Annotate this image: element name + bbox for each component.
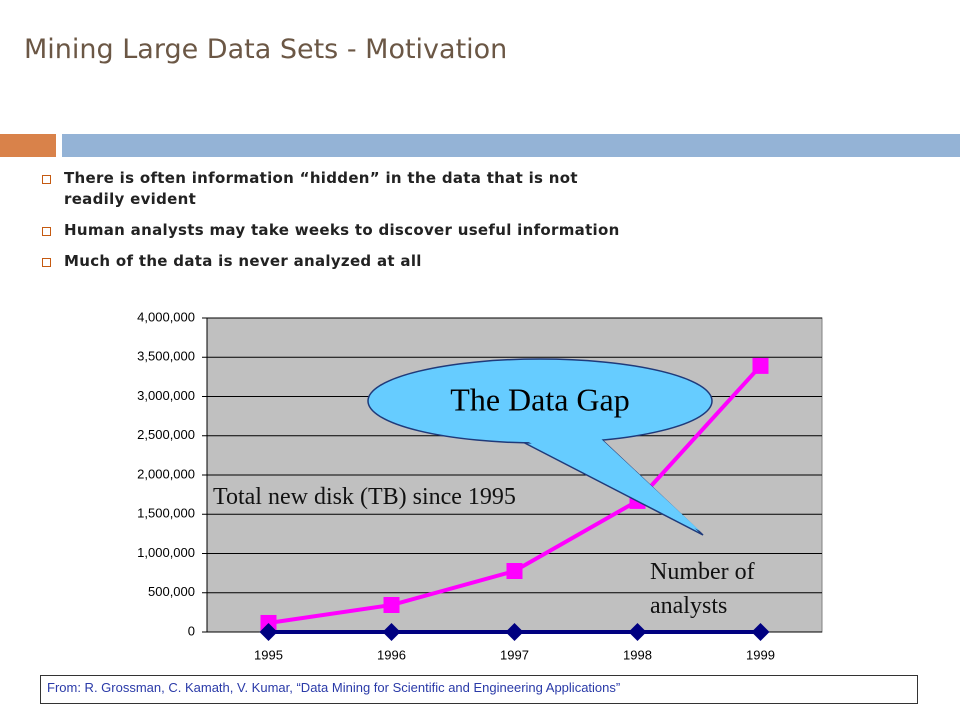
callout-text: The Data Gap: [450, 381, 629, 417]
marker: [260, 614, 277, 631]
accent-bar: [0, 134, 56, 157]
marker: [383, 596, 400, 613]
bullet-list: There is often information “hidden” in t…: [40, 168, 714, 282]
y-tick-label: 1,000,000: [137, 545, 195, 560]
bullet: Human analysts may take weeks to discove…: [40, 220, 714, 241]
y-tick-label: 4,000,000: [137, 309, 195, 324]
y-tick-label: 0: [188, 623, 195, 638]
x-tick-label: 1995: [254, 647, 283, 662]
x-tick-label: 1996: [377, 647, 406, 662]
y-tick-label: 2,500,000: [137, 427, 195, 442]
x-tick-label: 1997: [500, 647, 529, 662]
y-tick-label: 1,500,000: [137, 506, 195, 521]
marker: [751, 623, 770, 641]
x-tick-label: 1999: [746, 647, 775, 662]
y-tick-label: 500,000: [148, 584, 195, 599]
bullet: There is often information “hidden” in t…: [40, 168, 604, 210]
series-label: Number of analysts: [650, 559, 755, 619]
y-tick-label: 3,000,000: [137, 388, 195, 403]
y-tick-label: 2,000,000: [137, 466, 195, 481]
marker: [628, 623, 647, 641]
series-label: Total new disk (TB) since 1995: [213, 484, 516, 510]
source-note: From: R. Grossman, C. Kamath, V. Kumar, …: [40, 675, 918, 704]
y-tick-label: 3,500,000: [137, 349, 195, 364]
marker: [259, 623, 278, 641]
marker: [382, 623, 401, 641]
bullet: Much of the data is never analyzed at al…: [40, 251, 714, 272]
marker: [506, 563, 523, 580]
header-bar: [62, 134, 960, 157]
slide-title: Mining Large Data Sets - Motivation: [24, 34, 508, 65]
x-tick-label: 1998: [623, 647, 652, 662]
callout-tail-fill: [517, 436, 700, 531]
marker: [505, 623, 524, 641]
marker: [752, 357, 769, 374]
